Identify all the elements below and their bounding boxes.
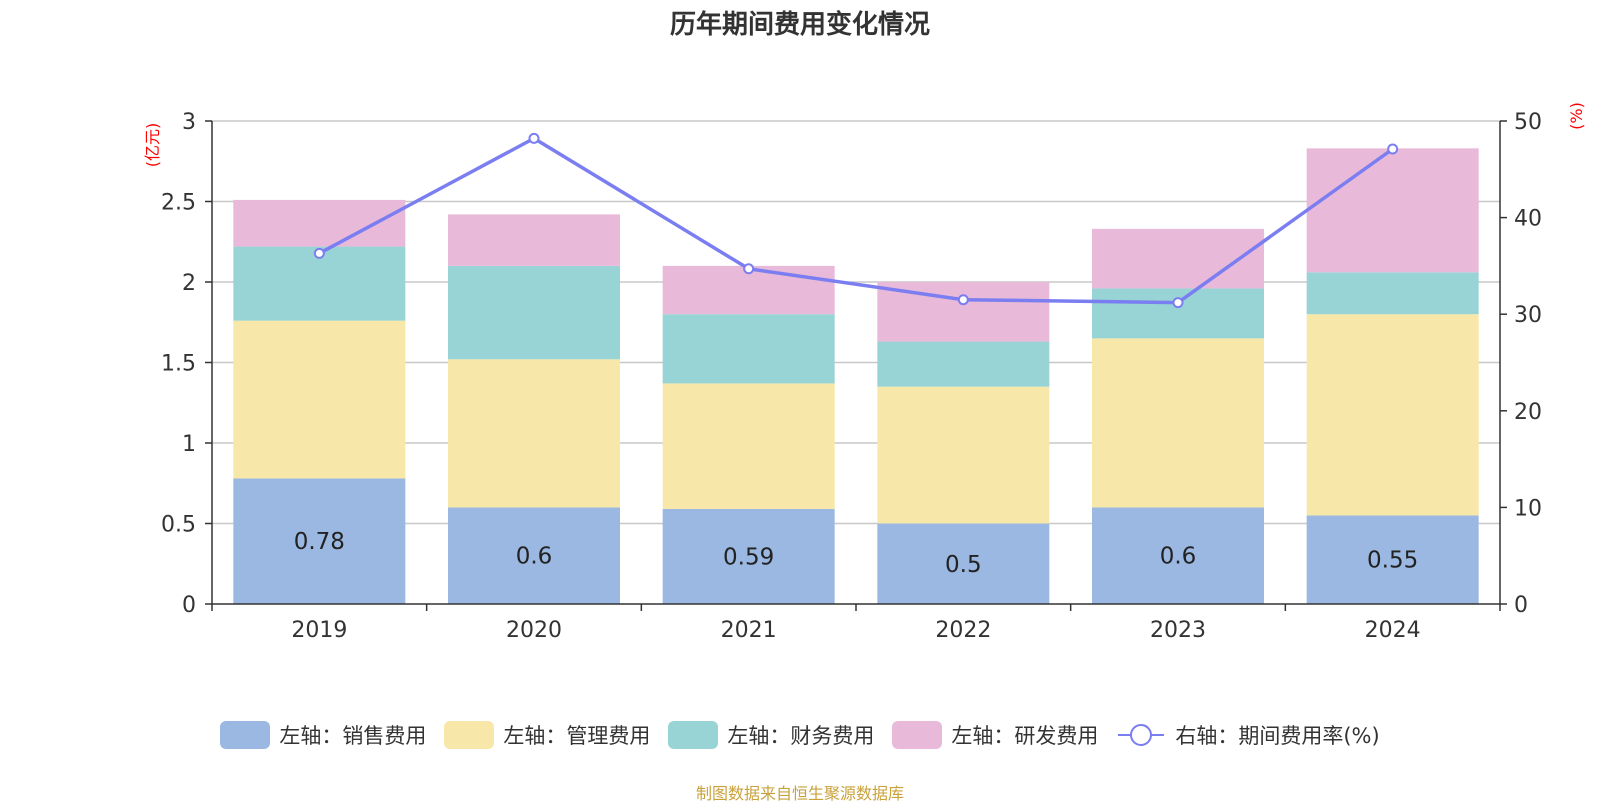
legend-item-finance[interactable]: 左轴：财务费用 xyxy=(668,720,874,750)
bar-data-label: 0.55 xyxy=(1367,548,1418,574)
legend-item-rnd[interactable]: 左轴：研发费用 xyxy=(892,720,1098,750)
bar-segment xyxy=(448,265,620,360)
rate-series-line xyxy=(318,136,1394,305)
bar-segment xyxy=(448,507,620,604)
source-note: 制图数据来自恒生聚源数据库 xyxy=(695,784,904,803)
legend-line-circle-icon xyxy=(1118,724,1165,746)
right-axis-tick-label: 0 xyxy=(1514,593,1528,618)
legend-item-admin[interactable]: 左轴：管理费用 xyxy=(444,720,650,750)
bar-segment xyxy=(877,341,1050,387)
bar-segment xyxy=(1092,338,1264,508)
bar-data-label: 0.6 xyxy=(516,544,553,570)
rate-point xyxy=(528,132,540,144)
bar-segment xyxy=(233,199,406,247)
bar-segment xyxy=(1306,272,1479,315)
rate-point xyxy=(1172,297,1184,309)
bar-segment xyxy=(233,478,406,604)
x-axis-tick-label: 2019 xyxy=(291,618,347,643)
x-axis-tick-label: 2023 xyxy=(1150,618,1206,643)
right-axis-tick-label: 10 xyxy=(1514,496,1542,521)
x-axis-tick-label: 2020 xyxy=(506,618,562,643)
rate-point xyxy=(743,263,755,275)
left-axis-tick-label: 3 xyxy=(182,110,196,135)
bar-segment xyxy=(877,386,1050,524)
bar-segment xyxy=(233,320,406,479)
chart-title: 历年期间费用变化情况 xyxy=(669,10,930,40)
x-axis-tick-label: 2021 xyxy=(721,618,777,643)
left-axis-tick-label: 2.5 xyxy=(161,191,196,216)
legend-swatch-rnd xyxy=(892,721,943,749)
bar-segment xyxy=(662,509,835,604)
right-axis-tick-label: 20 xyxy=(1514,400,1542,425)
legend-item-sales[interactable]: 左轴：销售费用 xyxy=(220,720,426,750)
bar-data-label: 0.6 xyxy=(1160,544,1197,570)
left-axis-tick-label: 1.5 xyxy=(161,352,196,377)
legend-label-rnd: 左轴：研发费用 xyxy=(951,724,1099,748)
right-axis-tick-label: 40 xyxy=(1514,207,1542,232)
x-axis-tick-label: 2024 xyxy=(1365,618,1421,643)
legend-label-admin: 左轴：管理费用 xyxy=(503,724,651,748)
right-axis-tick-label: 30 xyxy=(1514,303,1542,328)
left-axis-unit-label: (亿元) xyxy=(143,123,162,168)
bar-segment xyxy=(233,246,406,321)
bar-segment xyxy=(1092,228,1264,289)
bar-segment xyxy=(1092,288,1264,339)
bar-segment xyxy=(1306,515,1479,604)
rate-point xyxy=(957,294,969,306)
bar-segment xyxy=(1306,148,1479,273)
legend-swatch-sales xyxy=(220,721,271,749)
bar-data-label: 0.59 xyxy=(723,545,774,571)
bar-data-label: 0.5 xyxy=(945,552,982,578)
bar-segment xyxy=(877,523,1050,604)
left-axis-tick-label: 0 xyxy=(182,593,196,618)
left-axis-tick-label: 2 xyxy=(182,271,196,296)
bar-segment xyxy=(1092,507,1264,604)
left-axis-tick-label: 0.5 xyxy=(161,513,196,538)
rate-point xyxy=(1387,143,1399,155)
legend-swatch-admin xyxy=(444,721,495,749)
x-axis-tick-label: 2022 xyxy=(935,618,991,643)
bar-segment xyxy=(662,383,835,510)
legend-item-rate[interactable]: 右轴：期间费用率(%) xyxy=(1116,720,1380,750)
legend-label-finance: 左轴：财务费用 xyxy=(727,724,875,748)
bar-segment xyxy=(448,359,620,508)
bar-segment xyxy=(1306,314,1479,516)
left-axis-tick-label: 1 xyxy=(182,432,196,457)
legend-swatch-finance xyxy=(668,721,719,749)
right-axis-tick-label: 50 xyxy=(1514,110,1542,135)
legend-label-rate: 右轴：期间费用率(%) xyxy=(1175,724,1380,748)
bar-data-label: 0.78 xyxy=(294,529,345,555)
rate-point xyxy=(313,247,325,259)
chart-legend: 左轴：销售费用 左轴：管理费用 左轴：财务费用 左轴：研发费用 右轴：期间费用率… xyxy=(0,720,1600,750)
right-axis-unit-label: (%) xyxy=(1567,102,1586,130)
bar-segment xyxy=(448,214,620,266)
legend-label-sales: 左轴：销售费用 xyxy=(279,724,427,748)
bar-segment xyxy=(662,314,835,384)
